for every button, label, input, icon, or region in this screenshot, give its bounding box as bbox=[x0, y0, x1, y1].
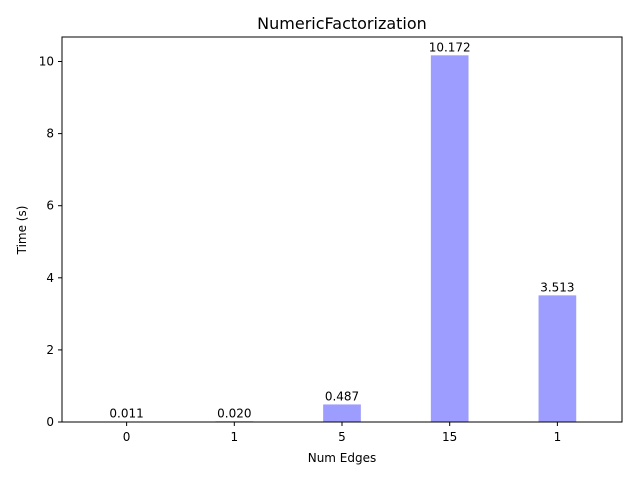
plot-frame bbox=[61, 36, 623, 423]
x-axis-label: Num Edges bbox=[308, 451, 377, 465]
y-tick-label: 2 bbox=[46, 343, 54, 357]
y-tick-label: 8 bbox=[46, 127, 54, 141]
bar bbox=[430, 55, 469, 422]
x-tick-label: 15 bbox=[442, 430, 457, 444]
bar-value-label: 3.513 bbox=[540, 280, 574, 294]
bar-value-label: 0.487 bbox=[325, 389, 359, 403]
chart-title: NumericFactorization bbox=[257, 14, 427, 33]
x-tick-label: 1 bbox=[554, 430, 562, 444]
x-tick-label: 1 bbox=[230, 430, 238, 444]
x-tick-label: 5 bbox=[338, 430, 346, 444]
bar bbox=[323, 404, 361, 422]
y-tick-label: 6 bbox=[46, 199, 54, 213]
bar bbox=[538, 295, 577, 422]
y-tick-label: 10 bbox=[39, 55, 54, 69]
bar-value-label: 0.020 bbox=[217, 406, 251, 420]
bar-value-label: 0.011 bbox=[109, 407, 143, 421]
y-axis-label: Time (s) bbox=[15, 206, 29, 256]
y-tick-label: 4 bbox=[46, 271, 54, 285]
x-tick-label: 0 bbox=[123, 430, 131, 444]
y-tick-label: 0 bbox=[46, 415, 54, 429]
bars-layer: 0.011 0.020 0.487 10.172 3.513 bbox=[107, 40, 577, 422]
bar-value-label: 10.172 bbox=[429, 40, 471, 54]
